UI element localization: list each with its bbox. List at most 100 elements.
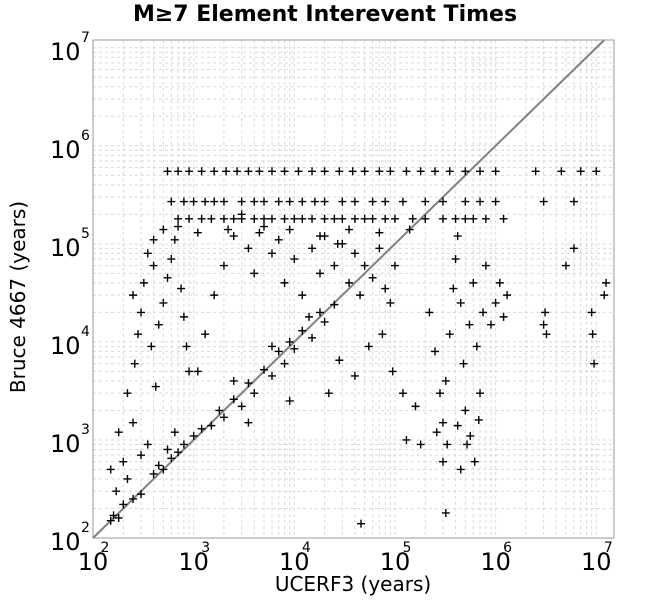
data-point: [210, 167, 219, 176]
data-point: [390, 214, 399, 223]
data-point: [308, 214, 317, 223]
y-tick-exponent: 6: [81, 128, 90, 144]
data-point: [316, 308, 325, 317]
data-point: [149, 235, 158, 244]
data-point: [167, 255, 176, 264]
data-point: [398, 389, 407, 398]
data-point: [159, 225, 168, 234]
data-point: [163, 273, 172, 282]
data-point: [267, 167, 276, 176]
data-point: [106, 465, 115, 474]
data-point: [189, 197, 198, 206]
data-point: [123, 389, 132, 398]
x-axis-label: UCERF3 (years): [275, 572, 431, 596]
data-point: [470, 457, 479, 466]
data-point: [112, 487, 121, 496]
data-point: [224, 225, 233, 234]
data-point: [308, 333, 317, 342]
data-point: [432, 428, 441, 437]
data-point: [215, 406, 224, 415]
data-point: [350, 214, 359, 223]
data-point: [381, 214, 390, 223]
data-point: [109, 511, 118, 520]
data-point: [274, 347, 283, 356]
data-point: [147, 342, 156, 351]
data-point: [491, 298, 500, 307]
data-point: [461, 197, 470, 206]
data-point: [210, 291, 219, 300]
y-tick-label: 10: [50, 136, 81, 164]
data-point: [368, 214, 377, 223]
data-point: [381, 284, 390, 293]
data-point: [375, 244, 384, 253]
x-tick-exponent: 2: [101, 540, 110, 556]
plot-area-frame: [92, 39, 615, 539]
data-point: [219, 413, 228, 422]
data-point: [285, 337, 294, 346]
data-point: [499, 214, 508, 223]
data-point: [229, 395, 238, 404]
data-point: [163, 167, 172, 176]
data-point: [602, 278, 611, 287]
data-point: [338, 197, 347, 206]
y-tick-label: 10: [50, 528, 81, 556]
y-tick-label: 10: [50, 332, 81, 360]
data-point: [237, 214, 246, 223]
data-point: [129, 291, 138, 300]
data-point: [298, 214, 307, 223]
data-point: [345, 278, 354, 287]
data-point: [222, 167, 231, 176]
data-point: [210, 197, 219, 206]
data-point: [338, 214, 347, 223]
data-point: [193, 228, 202, 237]
data-point: [280, 214, 289, 223]
data-point: [386, 167, 395, 176]
data-point: [481, 261, 490, 270]
data-point: [174, 222, 183, 231]
data-point: [229, 214, 238, 223]
data-point: [185, 367, 194, 376]
data-point: [197, 167, 206, 176]
y-tick-exponent: 4: [81, 324, 90, 340]
data-point: [267, 371, 276, 380]
data-point: [542, 330, 551, 339]
data-point: [350, 371, 359, 380]
data-point: [348, 167, 357, 176]
data-point: [308, 167, 317, 176]
data-point: [375, 167, 384, 176]
x-tick-exponent: 3: [201, 540, 210, 556]
data-point: [481, 214, 490, 223]
data-point: [310, 197, 319, 206]
y-tick-exponent: 7: [81, 30, 90, 46]
data-point: [179, 197, 188, 206]
data-point: [456, 298, 465, 307]
x-tick-label: 10: [581, 548, 612, 576]
data-point: [476, 167, 485, 176]
data-point: [250, 389, 259, 398]
y-tick-exponent: 3: [81, 422, 90, 438]
data-point: [345, 225, 354, 234]
data-point: [539, 197, 548, 206]
data-point: [378, 330, 387, 339]
data-point: [237, 197, 246, 206]
data-point: [364, 342, 373, 351]
data-point: [588, 330, 597, 339]
data-point: [237, 402, 246, 411]
data-point: [375, 228, 384, 237]
data-point: [280, 167, 289, 176]
data-point: [134, 330, 143, 339]
x-tick-exponent: 6: [503, 540, 512, 556]
identity-reference-line: [92, 39, 605, 539]
data-point: [330, 300, 339, 309]
data-point: [438, 418, 447, 427]
data-point: [499, 312, 508, 321]
data-point: [298, 326, 307, 335]
data-point: [330, 214, 339, 223]
data-point: [244, 244, 253, 253]
data-point: [600, 291, 609, 300]
x-tick-exponent: 5: [403, 540, 412, 556]
data-point: [416, 167, 425, 176]
data-point: [368, 273, 377, 282]
data-point: [416, 440, 425, 449]
data-point: [368, 197, 377, 206]
